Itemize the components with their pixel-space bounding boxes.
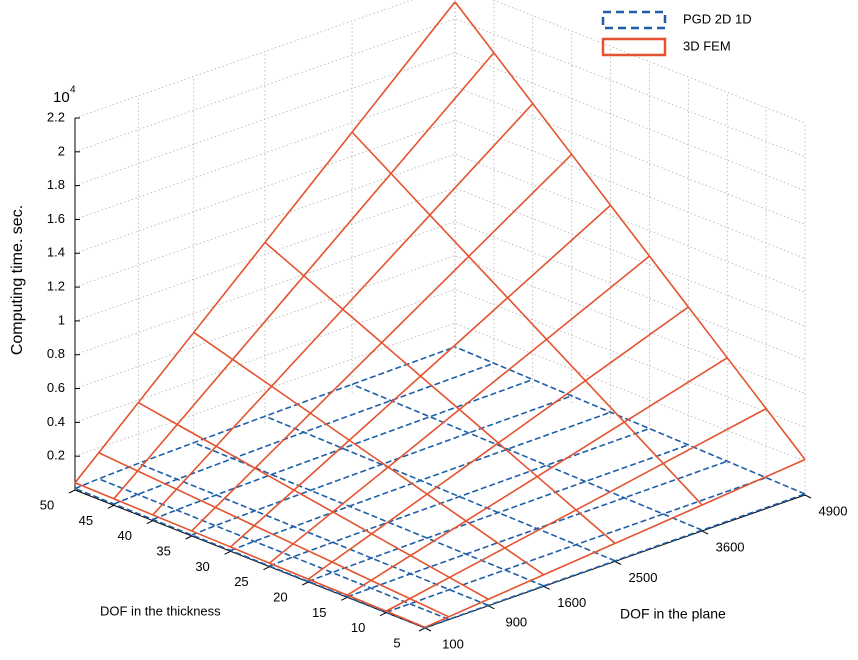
x-axis — [74, 489, 426, 629]
z-tick-label: 1 — [58, 312, 65, 327]
z-grid-line — [74, 255, 806, 394]
legend-swatch — [601, 37, 667, 57]
z-tick-label: 0.4 — [47, 414, 65, 429]
surface-column-line — [264, 241, 616, 545]
z-grid-line — [74, 187, 806, 327]
x-tick-label: 30 — [195, 559, 209, 574]
y-tick — [804, 494, 812, 499]
surface-row-line — [385, 476, 767, 614]
surface-column-line — [264, 415, 616, 562]
x-tick-label: 40 — [118, 528, 132, 543]
z-grid-line — [74, 18, 806, 158]
x-tick — [68, 489, 76, 494]
z-grid-line — [74, 322, 806, 462]
y-tick-label: 3600 — [716, 539, 745, 554]
x-tick-label: 20 — [273, 589, 287, 604]
x-tick-label: 10 — [351, 620, 365, 635]
y-tick — [543, 585, 550, 590]
x-tick-label: 15 — [312, 605, 326, 620]
legend-label: PGD 2D 1D — [683, 11, 752, 26]
x-tick-label: 25 — [234, 574, 248, 589]
surface-column-line — [74, 481, 426, 629]
y-tick — [614, 561, 622, 565]
x-tick — [107, 504, 115, 509]
surface-column-line — [454, 1, 806, 460]
z-exponent-base: 10 — [53, 89, 70, 106]
legend-swatch — [601, 10, 667, 30]
z-grid-line — [74, 221, 806, 361]
x-tick — [302, 581, 309, 586]
surface-row-line — [152, 378, 534, 521]
x-tick — [263, 566, 270, 571]
y-tick-label: 1600 — [557, 595, 586, 610]
surface-column-line — [193, 331, 545, 576]
z-axis-label: Computing time. sec. — [9, 205, 26, 355]
surface-column-line — [137, 401, 489, 600]
y-tick — [488, 605, 495, 610]
y-tick — [424, 627, 432, 632]
z-tick-label: 2.2 — [47, 109, 65, 124]
surface-row-line — [230, 411, 611, 552]
z-exponent: 4 — [70, 85, 76, 96]
x-tick — [224, 550, 231, 555]
surface-column-line — [454, 346, 806, 495]
z-tick-label: 1.6 — [47, 211, 65, 226]
z-tick-label: 0.8 — [47, 346, 65, 361]
z-grid-line — [74, 153, 806, 293]
x-tick — [185, 535, 192, 540]
z-tick-label: 2 — [58, 143, 65, 158]
y-tick-label: 4900 — [819, 503, 848, 518]
surface-row-line — [74, 346, 456, 490]
x-tick — [340, 596, 348, 601]
surface-column-line — [351, 131, 703, 506]
z-tick-label: 1.4 — [47, 245, 65, 260]
surface-column-line — [351, 383, 703, 531]
x-axis-label: DOF in the thickness — [100, 603, 221, 618]
y-tick-label: 2500 — [629, 570, 658, 585]
x-tick-label: 50 — [40, 497, 54, 512]
y-axis-label: DOF in the plane — [620, 606, 726, 622]
z-tick-label: 0.2 — [47, 448, 65, 463]
x-tick-label: 35 — [156, 543, 170, 558]
z-grid-line — [74, 119, 806, 259]
z-tick-label: 1.8 — [47, 177, 65, 192]
z-grid-line — [74, 52, 806, 192]
surface-row-line — [113, 362, 495, 505]
x-tick — [418, 627, 426, 632]
x-tick-label: 5 — [393, 635, 400, 650]
x-tick — [379, 612, 387, 617]
z-grid-line — [74, 86, 806, 225]
legend-label: 3D FEM — [683, 38, 731, 53]
y-tick-label: 100 — [442, 636, 464, 651]
surface-column-line — [98, 452, 450, 618]
z-tick-label: 0.6 — [47, 380, 65, 395]
z-tick-label: 1.2 — [47, 279, 65, 294]
x-tick-label: 45 — [79, 513, 93, 528]
x-tick — [146, 520, 154, 525]
y-tick-label: 900 — [505, 614, 527, 629]
z-grid-line — [74, 0, 806, 124]
y-tick — [701, 530, 709, 535]
